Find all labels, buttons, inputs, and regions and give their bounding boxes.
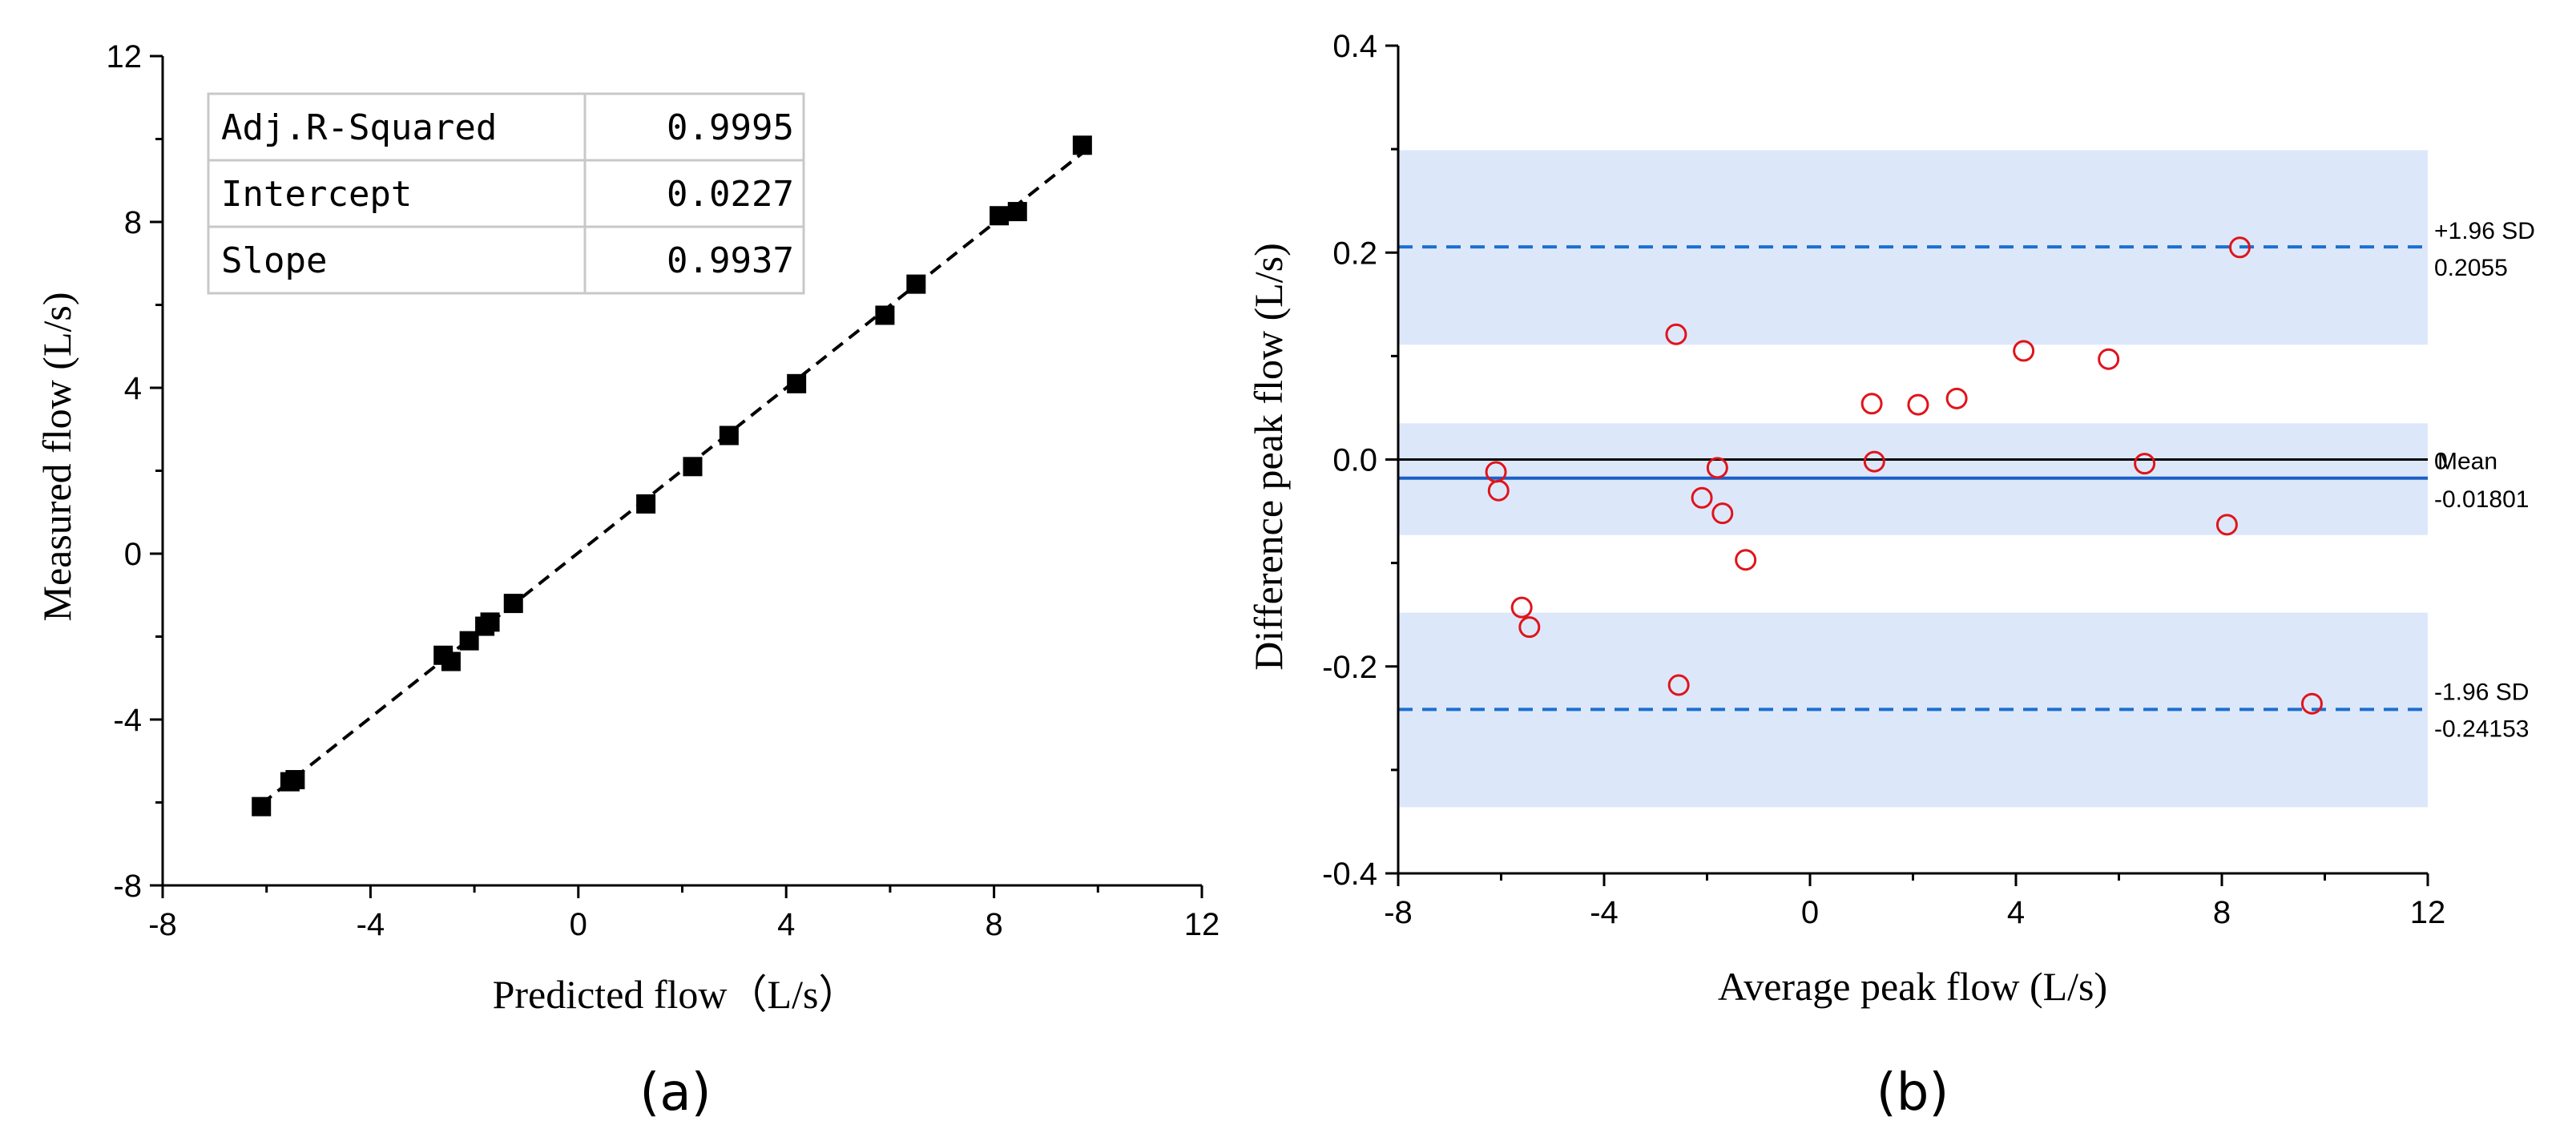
data-point bbox=[2228, 236, 2251, 259]
data-point bbox=[252, 796, 272, 816]
y-tick-label: 0.2 bbox=[1332, 236, 1377, 271]
data-point bbox=[441, 651, 461, 671]
y-tick-label: -0.2 bbox=[1322, 650, 1377, 685]
y-tick-label: 0.4 bbox=[1332, 29, 1377, 64]
y-tick-label: -4 bbox=[113, 703, 142, 738]
x-tick-label: 12 bbox=[1184, 907, 1220, 942]
data-point bbox=[1487, 479, 1510, 502]
table-value: 0.0227 bbox=[667, 174, 794, 215]
x-tick-label: 0 bbox=[570, 907, 587, 942]
x-tick-label: 4 bbox=[777, 907, 795, 942]
fit-line bbox=[260, 151, 1084, 806]
data-point bbox=[2098, 348, 2120, 370]
data-point bbox=[1007, 202, 1027, 222]
panel-label-b: (b) bbox=[1877, 1063, 1949, 1123]
data-point bbox=[480, 612, 500, 632]
data-point bbox=[1860, 393, 1883, 415]
x-axis-title: Predicted flow（L/s） bbox=[493, 972, 859, 1017]
upper-sd-value: 0.2055 bbox=[2434, 255, 2508, 281]
stats-table: Adj.R-Squared 0.9995 Intercept 0.0227 Slope 0… bbox=[207, 92, 805, 295]
mean-value: -0.01801 bbox=[2434, 486, 2529, 513]
data-point bbox=[1945, 387, 1968, 409]
table-value: 0.9937 bbox=[667, 240, 794, 281]
y-axis-title: Measured flow (L/s) bbox=[34, 292, 79, 622]
table-value: 0.9995 bbox=[667, 107, 794, 148]
data-point bbox=[683, 457, 703, 477]
data-point bbox=[990, 206, 1010, 226]
lower-sd-value: -0.24153 bbox=[2434, 716, 2529, 742]
x-tick-label: -8 bbox=[1384, 895, 1413, 930]
data-point bbox=[875, 305, 895, 325]
data-point bbox=[787, 373, 807, 393]
data-point bbox=[719, 425, 739, 446]
y-tick-label: 8 bbox=[124, 205, 142, 240]
y-tick-label: 0.0 bbox=[1332, 443, 1377, 478]
axes: -8 -4 0 4 8 12 -8 -4 0 4 8 12 bbox=[107, 39, 1220, 942]
zero-line-label: 0 bbox=[2434, 449, 2448, 475]
x-tick-label: 12 bbox=[2410, 895, 2446, 930]
upper-sd-label: +1.96 SD bbox=[2434, 218, 2535, 244]
y-axis-title: Difference peak flow (L/s) bbox=[1246, 243, 1291, 671]
regression-fit-line bbox=[260, 151, 1084, 806]
y-tick-label: 4 bbox=[124, 371, 142, 406]
axes: -8 -4 0 4 8 12 -0.4 -0.2 0.0 0.2 0.4 bbox=[1322, 29, 2445, 930]
x-axis-title: Average peak flow (L/s) bbox=[1718, 964, 2107, 1009]
x-tick-label: -8 bbox=[148, 907, 177, 942]
data-point bbox=[636, 494, 656, 514]
reference-lines bbox=[1398, 245, 2428, 712]
y-tick-label: -8 bbox=[113, 869, 142, 904]
data-point bbox=[1706, 457, 1728, 479]
data-point bbox=[1518, 616, 1541, 639]
table-label: Slope bbox=[221, 240, 327, 281]
data-point bbox=[1072, 135, 1092, 155]
x-tick-label: 8 bbox=[2213, 895, 2231, 930]
y-tick-label: -0.4 bbox=[1322, 857, 1377, 892]
panel-a-scatter: -8 -4 0 4 8 12 -8 -4 0 4 8 12 Adj.R-Squared 0.9995 In… bbox=[34, 39, 1219, 1123]
lower-sd-label: -1.96 SD bbox=[2434, 679, 2529, 705]
scatter-points bbox=[1485, 236, 2323, 715]
x-tick-label: -4 bbox=[357, 907, 385, 942]
table-label: Intercept bbox=[221, 174, 412, 215]
x-tick-label: -4 bbox=[1590, 895, 1619, 930]
data-point bbox=[906, 274, 926, 294]
panel-label-a: (a) bbox=[639, 1063, 711, 1123]
y-tick-label: 0 bbox=[124, 537, 142, 572]
data-point bbox=[2013, 340, 2035, 362]
x-tick-label: 8 bbox=[985, 907, 1002, 942]
mean-label: Mean bbox=[2437, 449, 2497, 475]
data-point bbox=[503, 594, 523, 614]
data-point bbox=[1907, 393, 1929, 416]
data-point bbox=[2134, 453, 2156, 475]
data-point bbox=[1863, 450, 1885, 473]
data-point bbox=[1665, 323, 1687, 345]
data-point bbox=[1735, 549, 1757, 571]
y-tick-label: 12 bbox=[107, 39, 143, 75]
panel-b-bland-altman: -8 -4 0 4 8 12 -0.4 -0.2 0.0 0.2 0.4 +1.96 SD 0.205… bbox=[1246, 29, 2535, 1123]
data-point bbox=[1691, 486, 1713, 509]
table-label: Adj.R-Squared bbox=[221, 107, 497, 148]
x-tick-label: 4 bbox=[2007, 895, 2025, 930]
data-point bbox=[285, 770, 305, 790]
data-point bbox=[2300, 692, 2323, 715]
x-tick-label: 0 bbox=[1801, 895, 1819, 930]
data-point bbox=[1510, 596, 1533, 619]
scatter-points bbox=[252, 135, 1092, 816]
table-frame bbox=[207, 92, 805, 295]
data-point bbox=[1711, 502, 1734, 525]
data-point bbox=[2215, 514, 2238, 536]
data-point bbox=[1667, 674, 1690, 696]
